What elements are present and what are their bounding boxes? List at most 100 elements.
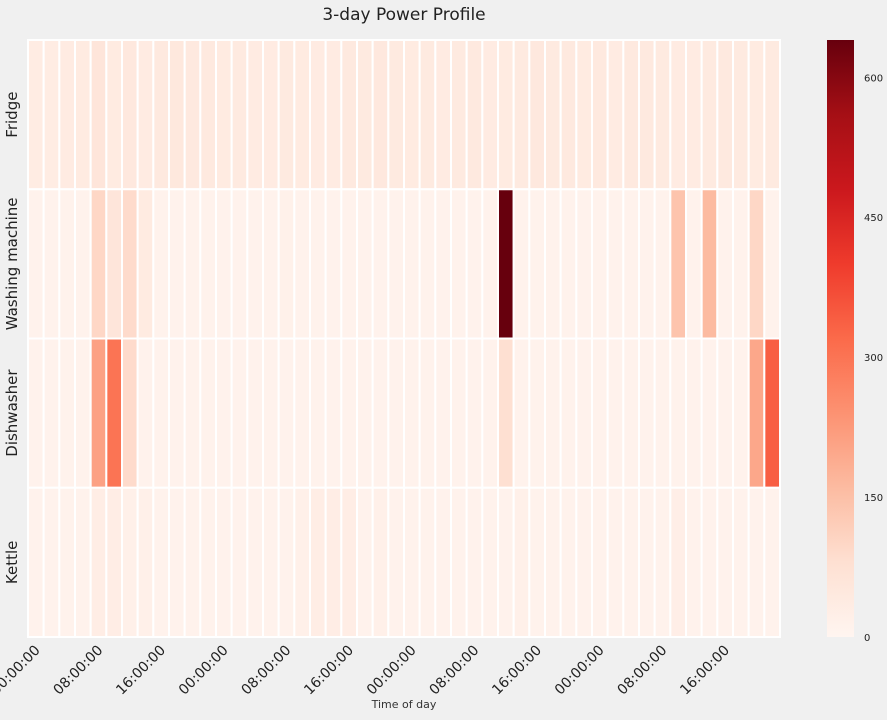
heatmap-cell (293, 188, 312, 340)
heatmap-cell (622, 486, 640, 638)
heatmap-cell (152, 486, 170, 638)
heatmap-cell (716, 337, 734, 489)
heatmap-cell (622, 39, 640, 191)
heatmap-cell (403, 39, 421, 191)
heatmap-cell (512, 337, 531, 489)
heatmap-cell (324, 486, 343, 638)
heatmap-cell (89, 486, 108, 638)
heatmap-cell (685, 486, 703, 638)
heatmap-cell (387, 188, 406, 340)
heatmap-cell (309, 337, 327, 489)
heatmap-cell (183, 39, 202, 191)
heatmap-cell (606, 39, 625, 191)
heatmap-cell (497, 39, 515, 191)
heatmap-cell (230, 486, 249, 638)
heatmap-cell (42, 39, 61, 191)
heatmap-cell (105, 188, 124, 340)
heatmap-cell (418, 337, 437, 489)
heatmap-cell (716, 188, 734, 340)
heatmap-cell (716, 486, 734, 638)
heatmap-cell (387, 337, 406, 489)
heatmap-cell (121, 337, 139, 489)
heatmap-cell (763, 337, 781, 489)
heatmap-cell (653, 188, 672, 340)
heatmap-cell (403, 188, 421, 340)
heatmap-cell (199, 486, 217, 638)
heatmap-cell (324, 188, 343, 340)
heatmap-cell (293, 337, 312, 489)
heatmap-cell (685, 337, 703, 489)
heatmap-cell (544, 337, 562, 489)
heatmap-cell (434, 39, 453, 191)
heatmap-cell (747, 486, 766, 638)
heatmap-cell (669, 39, 687, 191)
heatmap-cell (638, 486, 656, 638)
heatmap-cell (544, 486, 562, 638)
heatmap-cell (559, 337, 578, 489)
heatmap-cell (340, 39, 359, 191)
heatmap-cell (418, 39, 437, 191)
heatmap-cell (512, 39, 531, 191)
heatmap-cell (371, 39, 390, 191)
heatmap-cell (27, 337, 45, 489)
heatmap-cell (215, 337, 233, 489)
heatmap-cell (591, 39, 609, 191)
heatmap-cell (230, 188, 249, 340)
heatmap-cell (42, 337, 61, 489)
heatmap-cell (136, 486, 155, 638)
heatmap-cell (199, 188, 217, 340)
heatmap-cell (700, 486, 719, 638)
heatmap-cell (559, 188, 578, 340)
heatmap-cell (215, 188, 233, 340)
heatmap-cell (246, 39, 264, 191)
colorbar-tick-label: 300 (864, 353, 883, 364)
heatmap-cell (732, 39, 750, 191)
heatmap-cell (121, 39, 139, 191)
heatmap-cell (403, 486, 421, 638)
heatmap-cell (42, 188, 61, 340)
heatmap-cell (497, 188, 515, 340)
heatmap-cell (387, 486, 406, 638)
heatmap-cell (89, 337, 108, 489)
heatmap-cell (575, 486, 593, 638)
heatmap-cell (763, 486, 781, 638)
heatmap-cell (324, 39, 343, 191)
heatmap-cell (450, 337, 468, 489)
heatmap-cell (183, 486, 202, 638)
heatmap-cell (559, 39, 578, 191)
heatmap-cell (371, 188, 390, 340)
heatmap-cell (747, 337, 766, 489)
heatmap-cell (481, 39, 500, 191)
heatmap-cell (121, 188, 139, 340)
heatmap-cell (481, 188, 500, 340)
heatmap-cell (716, 39, 734, 191)
heatmap-cell (356, 337, 374, 489)
colorbar-tick-label: 600 (864, 73, 883, 84)
heatmap-cell (638, 188, 656, 340)
heatmap-cell (230, 39, 249, 191)
heatmap-cell (262, 486, 280, 638)
heatmap-cell (481, 337, 500, 489)
heatmap-cell (27, 39, 45, 191)
heatmap-cell (622, 188, 640, 340)
heatmap-cell (732, 188, 750, 340)
heatmap-cell (74, 337, 92, 489)
heatmap-cell (262, 188, 280, 340)
heatmap-cell (528, 486, 546, 638)
heatmap-cell (262, 39, 280, 191)
heatmap-cell (277, 39, 296, 191)
heatmap-cell (74, 188, 92, 340)
heatmap-cell (669, 337, 687, 489)
heatmap-cell (465, 337, 484, 489)
heatmap-cell (418, 486, 437, 638)
row-label: Dishwasher (3, 369, 21, 457)
heatmap-cell (575, 337, 593, 489)
heatmap-cell (42, 486, 61, 638)
row-label: Washing machine (3, 197, 21, 330)
heatmap-cell (685, 188, 703, 340)
heatmap-cell (356, 39, 374, 191)
heatmap-cell (340, 486, 359, 638)
heatmap-cell (763, 188, 781, 340)
row-label: Fridge (3, 92, 21, 138)
